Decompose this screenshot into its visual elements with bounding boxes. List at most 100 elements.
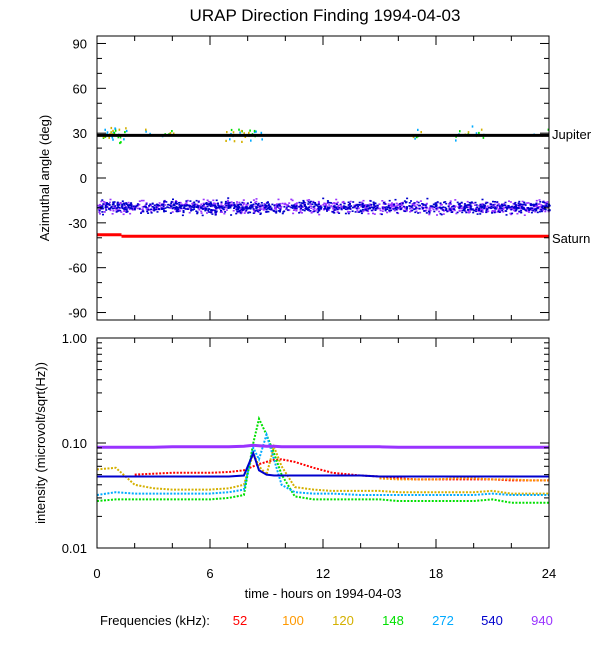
- x-tick-label: 12: [316, 566, 330, 581]
- azimuth-point: [302, 199, 305, 202]
- azimuth-point: [271, 203, 274, 206]
- azimuth-point: [211, 205, 214, 208]
- azimuth-point: [251, 206, 254, 208]
- azimuth-point: [343, 202, 346, 205]
- azimuth-point: [413, 205, 416, 207]
- legend-item-120: 120: [332, 613, 354, 628]
- azimuth-point: [300, 202, 303, 204]
- azimuth-point: [362, 199, 365, 202]
- azimuth-point: [142, 199, 145, 202]
- azimuth-point: [395, 206, 397, 209]
- azimuth-point: [521, 200, 524, 203]
- azimuth-point: [107, 208, 110, 210]
- azimuth-point: [420, 206, 423, 208]
- azimuth-point: [505, 214, 508, 216]
- azimuth-point: [317, 200, 320, 203]
- azimuth-point: [378, 203, 381, 205]
- azimuth-point: [117, 206, 120, 208]
- azimuth-point: [180, 207, 183, 209]
- azimuth-point: [539, 206, 542, 208]
- azimuth-point: [515, 208, 518, 211]
- azimuth-point: [344, 212, 347, 215]
- legend-item-100: 100: [282, 613, 304, 628]
- intensity-tick-label: 0.01: [62, 541, 87, 556]
- azimuth-point: [480, 128, 483, 131]
- azimuth-point: [189, 205, 192, 207]
- azimuth-point: [255, 203, 258, 205]
- azimuth-point: [191, 202, 194, 205]
- azimuth-point: [270, 207, 273, 209]
- azimuth-point: [540, 204, 543, 206]
- azimuth-point: [353, 204, 356, 207]
- azimuth-point: [324, 207, 327, 209]
- azimuth-point: [333, 206, 336, 209]
- azimuth-point: [305, 206, 308, 209]
- azimuth-point: [412, 135, 415, 139]
- azimuth-point: [265, 202, 268, 204]
- azimuth-point: [463, 207, 466, 210]
- azimuth-point: [163, 200, 166, 203]
- azimuth-point: [254, 201, 257, 204]
- azimuth-point: [235, 205, 238, 207]
- azimuth-point: [110, 126, 113, 130]
- azimuth-point: [158, 202, 161, 204]
- azimuth-point: [384, 208, 387, 210]
- azimuth-point: [439, 212, 442, 215]
- azimuth-point: [465, 206, 468, 209]
- azimuth-point: [387, 206, 389, 209]
- azimuth-point: [362, 206, 365, 208]
- azimuth-point: [104, 128, 106, 131]
- azimuth-point: [200, 212, 203, 214]
- azimuth-point: [202, 202, 205, 205]
- azimuth-point: [366, 204, 369, 206]
- azimuth-point: [363, 204, 366, 207]
- azimuth-point: [536, 211, 539, 214]
- azimuth-point: [424, 204, 427, 206]
- azimuth-point: [238, 210, 240, 213]
- azimuth-point: [480, 209, 483, 211]
- azimuth-point: [306, 199, 309, 202]
- azimuth-point: [331, 206, 334, 208]
- azimuth-point: [390, 209, 393, 212]
- azimuth-point: [140, 199, 143, 202]
- azimuth-point: [247, 211, 250, 213]
- azimuth-point: [373, 204, 375, 206]
- azimuth-point: [204, 209, 207, 211]
- azimuth-point: [114, 127, 117, 130]
- azimuth-point: [274, 206, 276, 209]
- azimuth-point: [546, 205, 549, 207]
- azimuth-point: [520, 203, 523, 206]
- azimuth-point: [184, 204, 186, 207]
- azimuth-point: [288, 206, 291, 208]
- azimuth-point: [210, 211, 212, 214]
- azimuth-point: [301, 209, 304, 211]
- azimuth-point: [112, 129, 114, 132]
- azimuth-point: [240, 129, 243, 133]
- azimuth-point: [174, 201, 177, 203]
- azimuth-point: [459, 205, 462, 208]
- azimuth-point: [404, 207, 407, 209]
- azimuth-point: [116, 209, 119, 211]
- azimuth-point: [487, 210, 490, 212]
- azimuth-point: [252, 199, 255, 201]
- azimuth-point: [208, 204, 211, 206]
- azimuth-point: [239, 211, 242, 214]
- azimuth-point: [406, 209, 408, 212]
- azimuth-point: [394, 205, 397, 208]
- azimuth-point: [221, 207, 224, 209]
- azimuth-point: [522, 203, 525, 206]
- azimuth-point: [160, 207, 163, 210]
- azimuth-point: [298, 212, 301, 214]
- azimuth-point: [493, 203, 496, 206]
- reference-lines: [97, 133, 549, 238]
- azimuth-point: [162, 205, 165, 208]
- azimuth-point: [193, 203, 196, 205]
- azimuth-point: [198, 209, 201, 211]
- azimuth-point: [455, 212, 458, 215]
- azimuth-point: [416, 136, 418, 139]
- azimuth-point: [223, 206, 226, 209]
- azimuth-point: [314, 202, 317, 204]
- azimuth-point: [110, 131, 112, 134]
- azimuth-point: [340, 207, 343, 210]
- azimuth-point: [344, 205, 347, 208]
